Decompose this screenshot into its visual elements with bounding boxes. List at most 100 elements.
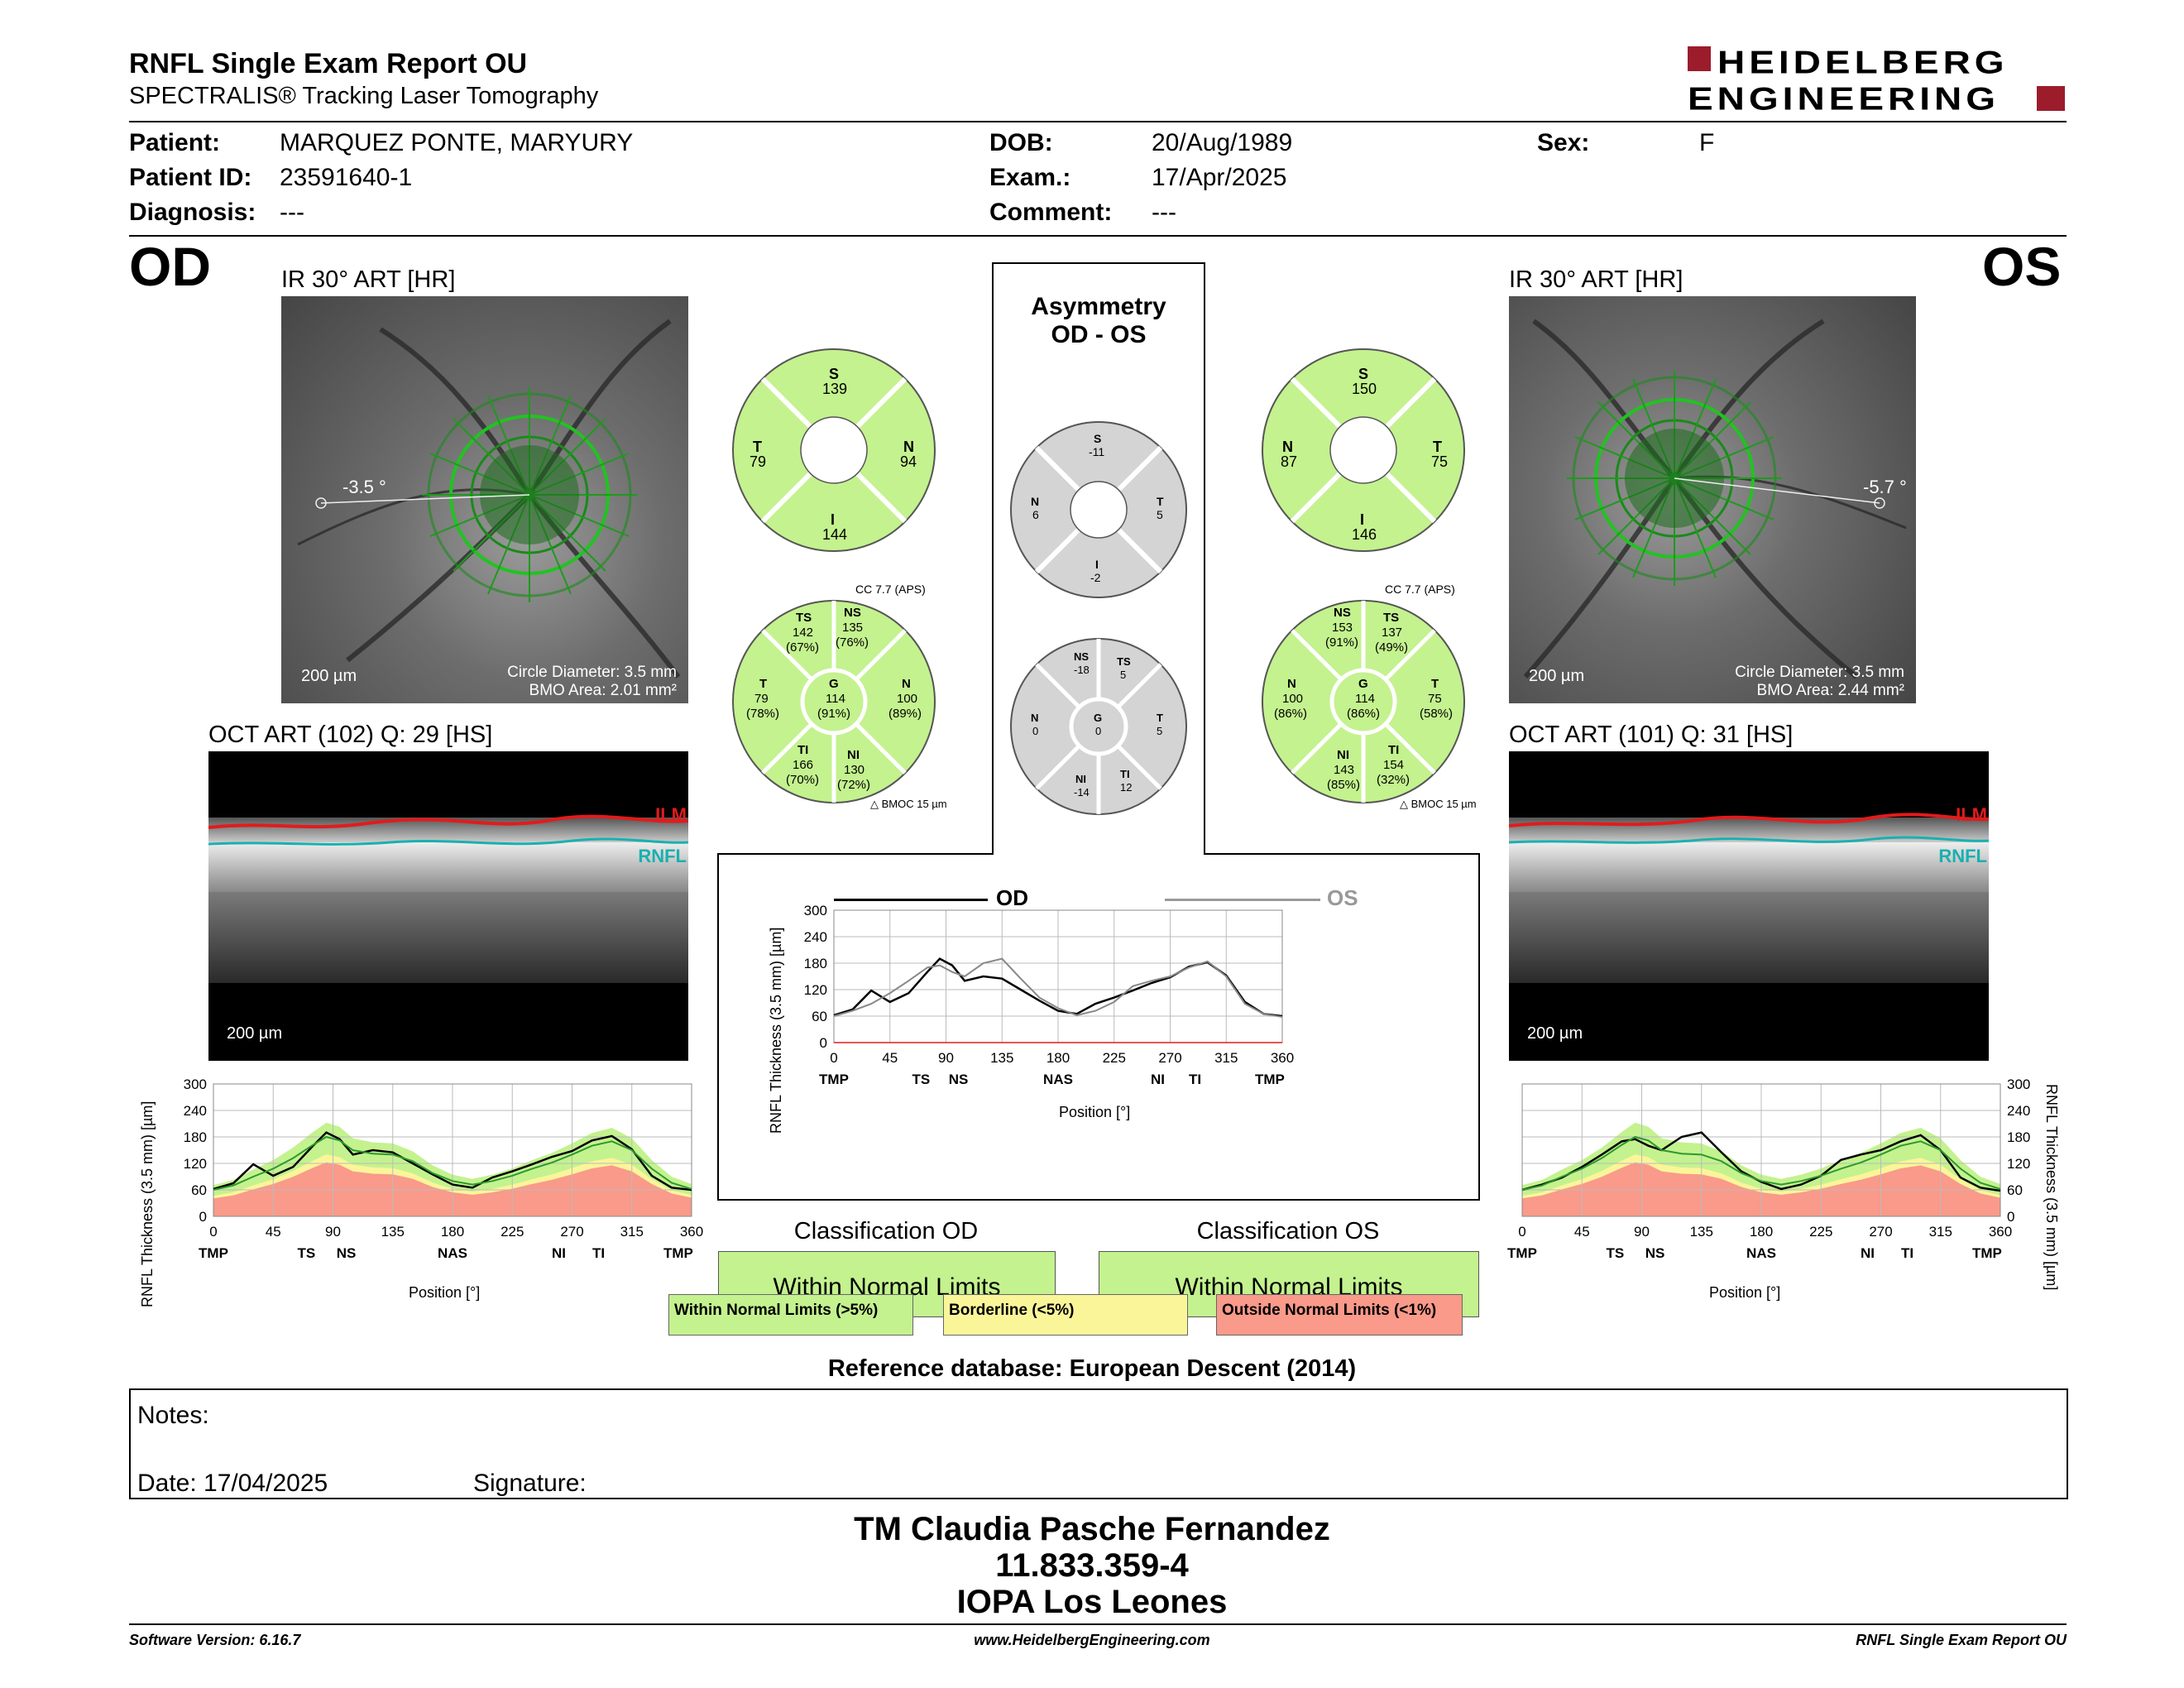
x-tick-label: 270 (1158, 1050, 1181, 1066)
od-sec-g: 114 (826, 692, 845, 706)
patient-divider (129, 235, 2067, 237)
legend-outside-normal: Outside Normal Limits (<1%) (1216, 1294, 1463, 1336)
od-oct-scan: ILM RNFL 200 µm (208, 751, 688, 1061)
series-line-0 (213, 1131, 692, 1192)
os-legend-label: OS (1327, 885, 1358, 910)
sector-tick-label: NI (552, 1245, 566, 1261)
signature-id: 11.833.359-4 (995, 1547, 1189, 1584)
os-sec-n-label: N (1287, 677, 1296, 691)
od-sec-ts: 142 (793, 626, 814, 640)
asym-sec-g-label: G (1094, 712, 1103, 724)
od-quad-t: 79 (750, 453, 767, 470)
od-legend-line (834, 899, 988, 901)
x-tick-label: 225 (500, 1224, 524, 1240)
x-tick-label: 0 (830, 1050, 837, 1066)
os-rnfl-label: RNFL (1938, 846, 1987, 866)
report-subtitle: SPECTRALIS® Tracking Laser Tomography (129, 83, 599, 109)
exam-label: Exam.: (989, 164, 1071, 191)
dob-value: 20/Aug/1989 (1152, 129, 1293, 156)
od-oct-label: OCT ART (102) Q: 29 [HS] (208, 722, 493, 748)
od-sec-t-label: T (759, 677, 768, 691)
asymmetry-quadrant-diagram (1010, 421, 1187, 598)
od-chart-xlabel: Position [°] (409, 1284, 481, 1301)
os-sec-ns: 153 (1332, 621, 1353, 635)
od-angle-label: -3.5 ° (342, 477, 386, 497)
asym-sec-ns: -18 (1074, 664, 1090, 676)
os-oct-scale: 200 µm (1527, 1024, 1583, 1043)
asym-sec-t-label: T (1157, 712, 1163, 724)
asym-quad-i: -2 (1090, 571, 1101, 584)
os-sec-ts-p: (49%) (1375, 640, 1409, 655)
asym-sec-g: 0 (1095, 725, 1102, 737)
od-sec-n: 100 (897, 692, 918, 706)
od-rnfl-profile-chart: 0 60 120 180 240 300 0 45 90 135 180 225 270 315 360 TM… (184, 1077, 704, 1261)
header-divider (129, 121, 2067, 122)
x-tick-label: 135 (381, 1224, 405, 1240)
sector-tick-label: TS (1607, 1245, 1625, 1261)
os-oct-label: OCT ART (101) Q: 31 [HS] (1509, 722, 1794, 748)
sector-tick-label: TMP (819, 1072, 849, 1087)
patient-name: MARQUEZ PONTE, MARYURY (280, 129, 634, 156)
asym-sec-ni: -14 (1074, 786, 1090, 798)
eye-label-od: OD (129, 236, 211, 297)
os-sec-n: 100 (1282, 692, 1304, 706)
exam-value: 17/Apr/2025 (1152, 164, 1287, 191)
sector-tick-label: TS (912, 1072, 931, 1087)
od-sec-ti: 166 (793, 758, 814, 772)
os-quad-n-label: N (1282, 439, 1293, 455)
od-quad-n: 94 (900, 453, 917, 470)
x-tick-label: 90 (325, 1224, 341, 1240)
y-tick-label: 0 (2007, 1209, 2014, 1225)
notes-label: Notes: (137, 1402, 209, 1429)
sector-tick-label: TS (298, 1245, 316, 1261)
x-tick-label: 180 (1750, 1224, 1773, 1240)
notes-box: Notes: Date: 17/04/2025 Signature: (129, 1388, 2068, 1499)
x-tick-label: 315 (1929, 1224, 1952, 1240)
patient-id-label: Patient ID: (129, 164, 252, 191)
sector-tick-label: TI (592, 1245, 605, 1261)
os-quad-t: 75 (1431, 453, 1449, 470)
asym-sec-ni-label: NI (1075, 773, 1086, 785)
x-tick-label: 135 (1690, 1224, 1713, 1240)
od-cc-label: CC 7.7 (APS) (855, 583, 926, 596)
os-sec-ti: 154 (1383, 758, 1405, 772)
sector-tick-label: TMP (1255, 1072, 1285, 1087)
asym-chart-ylabel: RNFL Thickness (3.5 mm) [µm] (768, 927, 784, 1134)
os-sec-ts: 137 (1382, 626, 1403, 640)
od-circle-diameter: Circle Diameter: 3.5 mm (507, 664, 677, 681)
os-quad-t-label: T (1433, 439, 1442, 455)
y-tick-label: 240 (804, 929, 827, 945)
x-tick-label: 135 (990, 1050, 1013, 1066)
footer-website-link[interactable]: www.HeidelbergEngineering.com (974, 1632, 1210, 1648)
od-quad-t-label: T (753, 439, 762, 455)
od-sec-n-label: N (902, 677, 911, 691)
os-ir-label: IR 30° ART [HR] (1509, 266, 1684, 293)
od-sec-ti-label: TI (797, 743, 809, 757)
x-tick-label: 270 (1869, 1224, 1892, 1240)
x-tick-label: 45 (882, 1050, 898, 1066)
od-ir-scale: 200 µm (301, 667, 357, 685)
signature-institution: IOPA Los Leones (956, 1584, 1228, 1620)
y-tick-label: 60 (191, 1182, 207, 1198)
x-tick-label: 0 (1518, 1224, 1525, 1240)
os-sec-g: 114 (1355, 692, 1375, 706)
asym-sec-n: 0 (1032, 725, 1039, 737)
od-sec-t: 79 (754, 692, 769, 706)
od-sec-g-p: (91%) (817, 707, 851, 721)
sector-tick-label: NAS (1746, 1245, 1776, 1261)
od-sec-ni: 130 (844, 763, 865, 777)
os-sec-ns-p: (91%) (1325, 635, 1359, 650)
asym-quad-s: -11 (1089, 445, 1105, 458)
x-tick-label: 360 (1989, 1224, 2012, 1240)
brand-heidelberg: HEIDELBERG (1717, 43, 2009, 81)
asymmetry-title: Asymmetry (1031, 293, 1166, 320)
x-tick-label: 225 (1809, 1224, 1832, 1240)
series-line-1 (1521, 1135, 2001, 1191)
y-tick-label: 180 (184, 1129, 207, 1145)
asymmetry-rnfl-profile-chart: 0 60 120 180 240 300 0 45 90 135 180 225 270 315 360 TM… (804, 903, 1295, 1087)
od-sector-diagram (732, 600, 936, 803)
sector-tick-label: TI (1901, 1245, 1913, 1261)
asym-sec-ns-label: NS (1074, 650, 1090, 663)
y-tick-label: 60 (2007, 1182, 2023, 1198)
